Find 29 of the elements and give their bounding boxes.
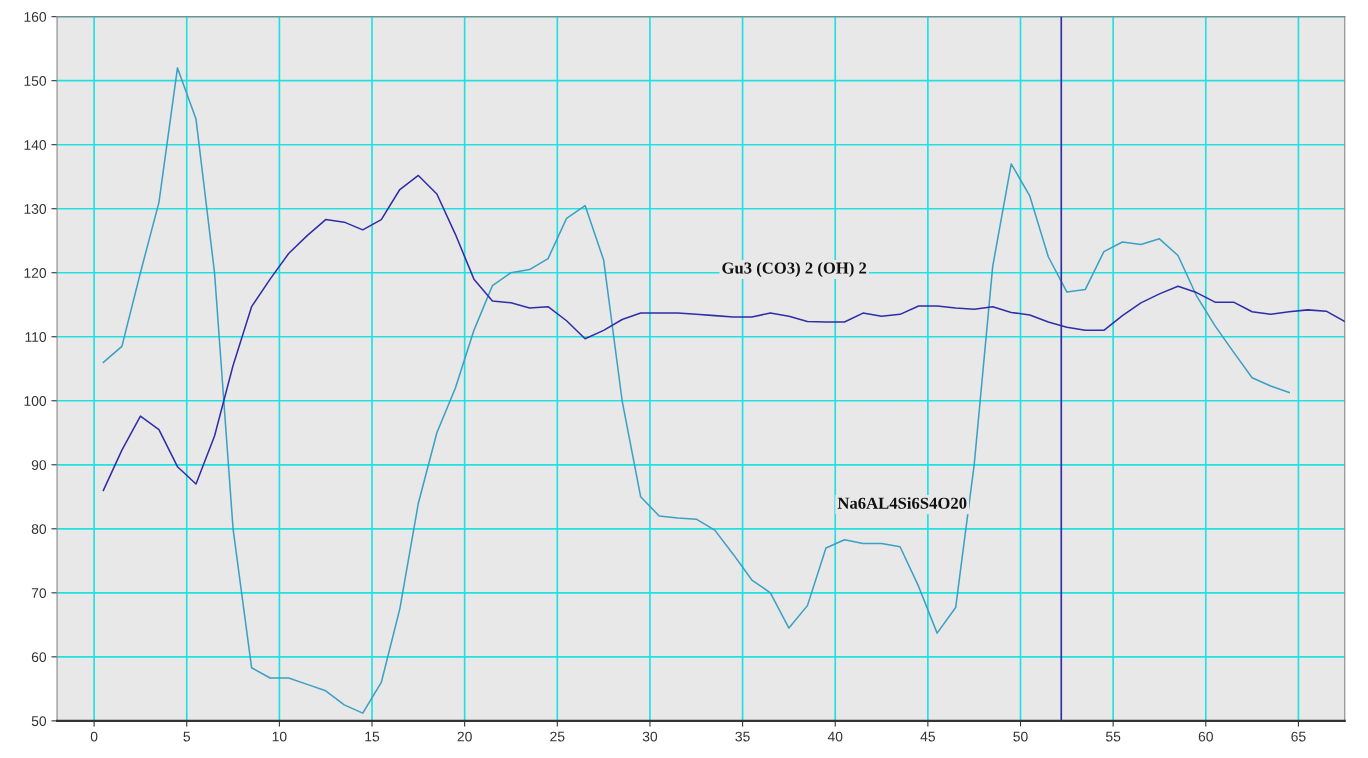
x-tick-label: 30 xyxy=(642,731,658,742)
x-tick-label: 35 xyxy=(735,731,750,742)
y-tick-label: 140 xyxy=(24,140,47,150)
x-tick-label: 60 xyxy=(1198,731,1213,742)
y-tick-label: 90 xyxy=(31,460,47,470)
y-tick-label: 150 xyxy=(24,76,47,86)
y-tick-label: 80 xyxy=(31,524,47,534)
x-tick-label: 65 xyxy=(1291,731,1306,742)
x-tick-label: 20 xyxy=(457,731,472,742)
y-tick-label: 60 xyxy=(31,652,47,663)
x-tick-label: 5 xyxy=(183,731,191,742)
y-tick-label: 130 xyxy=(24,204,47,214)
y-tick-label: 100 xyxy=(24,396,47,406)
y-tick-label: 160 xyxy=(24,12,47,22)
x-tick-label: 10 xyxy=(272,731,287,742)
x-tick-label: 50 xyxy=(1013,731,1028,742)
x-tick-label: 40 xyxy=(827,731,843,742)
line-series xyxy=(102,67,1290,714)
x-tick-label: 25 xyxy=(550,731,565,742)
y-tick-label: 50 xyxy=(31,716,47,727)
x-tick-label: 55 xyxy=(1105,731,1121,742)
annotation: Na6AL4Si6S4O20 xyxy=(837,497,967,509)
x-tick-label: 0 xyxy=(90,731,98,742)
x-tick-label: 15 xyxy=(365,731,380,742)
annotation: Gu3 (CO3) 2 (OH) 2 xyxy=(722,261,867,278)
x-tick-label: 45 xyxy=(920,731,936,742)
y-tick-label: 110 xyxy=(25,332,47,342)
y-tick-label: 70 xyxy=(31,588,47,598)
y-tick-label: 120 xyxy=(24,268,47,278)
